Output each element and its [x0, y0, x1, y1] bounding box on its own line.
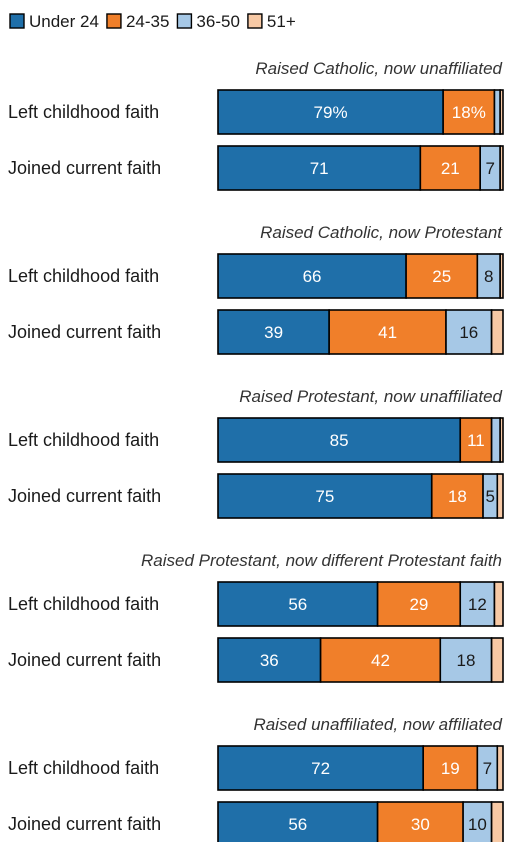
bar-0-0-0	[217, 89, 444, 135]
value-label-3-1-1: 42	[371, 651, 390, 670]
value-label-4-0-0: 72	[311, 759, 330, 778]
value-label-1-0-1: 25	[432, 267, 451, 286]
group-title-1: Raised Catholic, now Protestant	[260, 223, 503, 242]
group-title-0: Raised Catholic, now unaffiliated	[255, 59, 502, 78]
bar-4-0-3	[496, 745, 504, 791]
value-label-3-0-1: 29	[409, 595, 428, 614]
value-label-3-1-2: 18	[456, 651, 475, 670]
legend-label-3: 51+	[267, 12, 296, 31]
bar-2-0-2	[490, 417, 501, 463]
row-label-2-1: Joined current faith	[8, 486, 161, 506]
bar-1-0-3	[499, 253, 504, 299]
value-label-1-0-2: 8	[484, 267, 493, 286]
bar-0-0-2	[493, 89, 501, 135]
bar-3-1-1	[319, 637, 442, 683]
bar-0-0-3	[499, 89, 504, 135]
row-label-1-0: Left childhood faith	[8, 266, 159, 286]
bar-4-1-3	[490, 801, 504, 847]
value-label-2-0-0: 85	[330, 431, 349, 450]
bar-4-0-1	[422, 745, 479, 791]
row-label-4-1: Joined current faith	[8, 814, 161, 834]
value-label-3-1-0: 36	[260, 651, 279, 670]
value-label-4-1-0: 56	[288, 815, 307, 834]
bar-2-1-0	[217, 473, 433, 519]
legend-swatch-0	[9, 13, 25, 29]
bar-4-1-0	[217, 801, 379, 847]
row-label-2-0: Left childhood faith	[8, 430, 159, 450]
group-title-2: Raised Protestant, now unaffiliated	[239, 387, 502, 406]
value-label-3-0-0: 56	[288, 595, 307, 614]
bar-0-0-1	[442, 89, 496, 135]
row-label-0-0: Left childhood faith	[8, 102, 159, 122]
row-label-0-1: Joined current faith	[8, 158, 161, 178]
value-label-1-1-2: 16	[459, 323, 478, 342]
bar-3-0-3	[493, 581, 504, 627]
value-label-4-0-2: 7	[483, 759, 492, 778]
legend-swatch-2	[176, 13, 193, 29]
value-label-1-1-0: 39	[264, 323, 283, 342]
value-label-3-0-2: 12	[468, 595, 487, 614]
value-label-1-1-1: 41	[378, 323, 397, 342]
row-label-4-0: Left childhood faith	[8, 758, 159, 778]
bar-2-0-1	[459, 417, 493, 463]
value-label-2-1-1: 18	[448, 487, 467, 506]
group-title-4: Raised unaffiliated, now affiliated	[253, 715, 502, 734]
value-label-2-0-1: 11	[467, 431, 485, 450]
bar-2-1-1	[430, 473, 484, 519]
value-label-0-0-1: 18%	[452, 103, 486, 122]
bar-1-1-3	[490, 309, 504, 355]
bar-3-0-2	[459, 581, 496, 627]
legend-label-1: 24-35	[126, 12, 169, 31]
bar-2-0-3	[499, 417, 504, 463]
legend-swatch-3	[247, 13, 263, 29]
bar-1-0-0	[217, 253, 407, 299]
row-label-1-1: Joined current faith	[8, 322, 161, 342]
value-label-4-1-1: 30	[411, 815, 430, 834]
value-label-0-1-1: 21	[441, 159, 460, 178]
bar-1-1-0	[217, 309, 330, 355]
row-label-3-1: Joined current faith	[8, 650, 161, 670]
value-label-2-1-0: 75	[315, 487, 334, 506]
row-label-3-0: Left childhood faith	[8, 594, 159, 614]
value-label-0-0-0: 79%	[314, 103, 348, 122]
value-label-4-0-1: 19	[441, 759, 460, 778]
bar-0-1-0	[217, 145, 422, 191]
bar-1-1-1	[328, 309, 447, 355]
legend-label-0: Under 24	[29, 12, 99, 31]
value-label-0-1-0: 71	[310, 159, 329, 178]
value-label-4-1-2: 10	[468, 815, 487, 834]
value-label-1-0-0: 66	[303, 267, 322, 286]
value-label-0-1-2: 7	[485, 159, 494, 178]
bar-1-0-1	[405, 253, 479, 299]
legend-label-2: 36-50	[196, 12, 239, 31]
bar-0-1-3	[499, 145, 504, 191]
bar-2-0-0	[217, 417, 462, 463]
value-label-2-1-2: 5	[485, 487, 494, 506]
bar-1-1-2	[445, 309, 493, 355]
bar-3-1-3	[490, 637, 504, 683]
legend-swatch-1	[106, 13, 122, 29]
bar-3-0-1	[376, 581, 462, 627]
bar-3-1-0	[217, 637, 322, 683]
bar-2-1-3	[496, 473, 504, 519]
group-title-3: Raised Protestant, now different Protest…	[141, 551, 502, 570]
